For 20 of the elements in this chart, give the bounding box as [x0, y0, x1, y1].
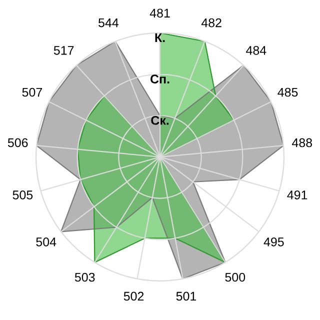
- spoke-label: 505: [12, 190, 33, 200]
- y-tick-label: Ск.: [151, 116, 169, 125]
- y-tick-label: Сп.: [150, 74, 170, 84]
- spoke-label: 501: [176, 292, 196, 301]
- spoke-label: 503: [74, 272, 95, 282]
- spoke-label: 500: [225, 272, 246, 282]
- spoke-label: 482: [201, 18, 222, 28]
- spoke-label: 481: [150, 8, 170, 18]
- spoke-label: 507: [22, 88, 42, 97]
- spoke-label: 504: [36, 237, 56, 246]
- spoke-label: 506: [8, 138, 28, 148]
- spoke-label: 495: [264, 237, 284, 246]
- spoke-label: 484: [246, 46, 266, 55]
- spoke-label: 544: [98, 18, 118, 28]
- spoke-label: 491: [287, 190, 308, 200]
- spoke-label: 517: [54, 46, 74, 55]
- spoke-label: 485: [278, 88, 298, 97]
- y-tick-label: К.: [155, 33, 165, 42]
- spoke-label: 502: [124, 292, 144, 301]
- spoke-label: 488: [292, 138, 312, 148]
